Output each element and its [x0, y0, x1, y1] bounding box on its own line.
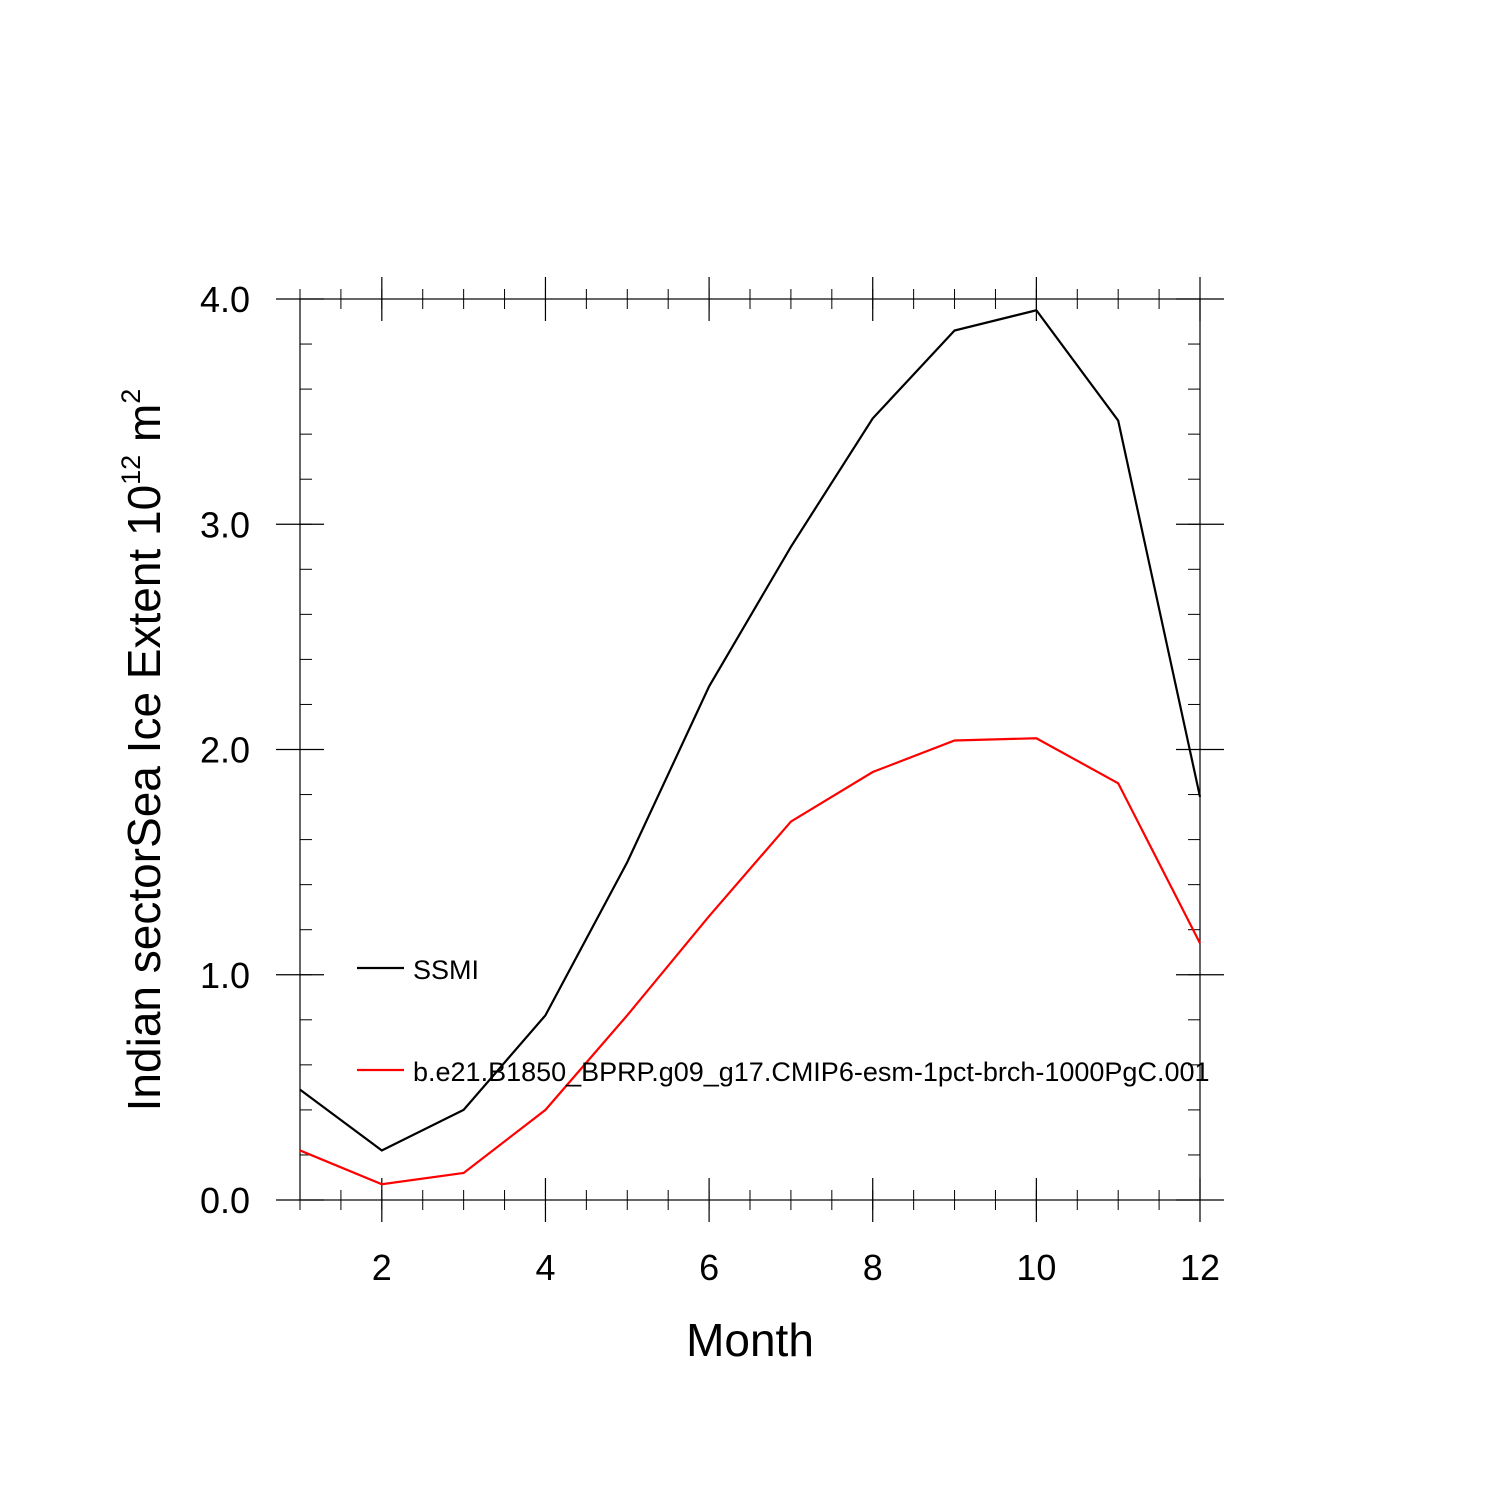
x-tick-label: 8: [863, 1247, 883, 1288]
x-tick-label: 12: [1180, 1247, 1220, 1288]
y-axis-label-main: Indian sectorSea Ice Extent 10: [118, 485, 170, 1112]
series-line-1: [299, 309, 1202, 1152]
y-axis-label: Indian sectorSea Ice Extent 1012 m2: [116, 389, 170, 1112]
plot-frame: [299, 298, 1201, 1201]
x-tick-label: 10: [1016, 1247, 1056, 1288]
legend-label: b.e21.B1850_BPRP.g09_g17.CMIP6-esm-1pct-…: [413, 1057, 1210, 1087]
x-tick-label: 6: [699, 1247, 719, 1288]
y-tick-label: 2.0: [200, 730, 250, 771]
y-axis-label-unit: m: [118, 404, 170, 455]
y-axis-label-unit-exponent: 2: [116, 389, 146, 404]
series-layer: [299, 309, 1202, 1186]
x-tick-label: 4: [535, 1247, 555, 1288]
legend: SSMI b.e21.B1850_BPRP.g09_g17.CMIP6-esm-1…: [357, 955, 1210, 1087]
x-tick-label: 2: [372, 1247, 392, 1288]
y-axis-label-exponent: 12: [116, 455, 146, 485]
series-line-2: [299, 737, 1201, 1186]
y-tick-labels: 0.0 1.0 2.0 3.0 4.0: [200, 279, 250, 1221]
y-tick-label: 4.0: [200, 279, 250, 320]
x-tick-labels: 2 4 6 8 10 12: [372, 1247, 1220, 1288]
x-axis-label: Month: [686, 1314, 814, 1366]
y-tick-label: 3.0: [200, 504, 250, 545]
y-tick-label: 0.0: [200, 1180, 250, 1221]
legend-label: SSMI: [413, 955, 479, 985]
y-tick-label: 1.0: [200, 955, 250, 996]
